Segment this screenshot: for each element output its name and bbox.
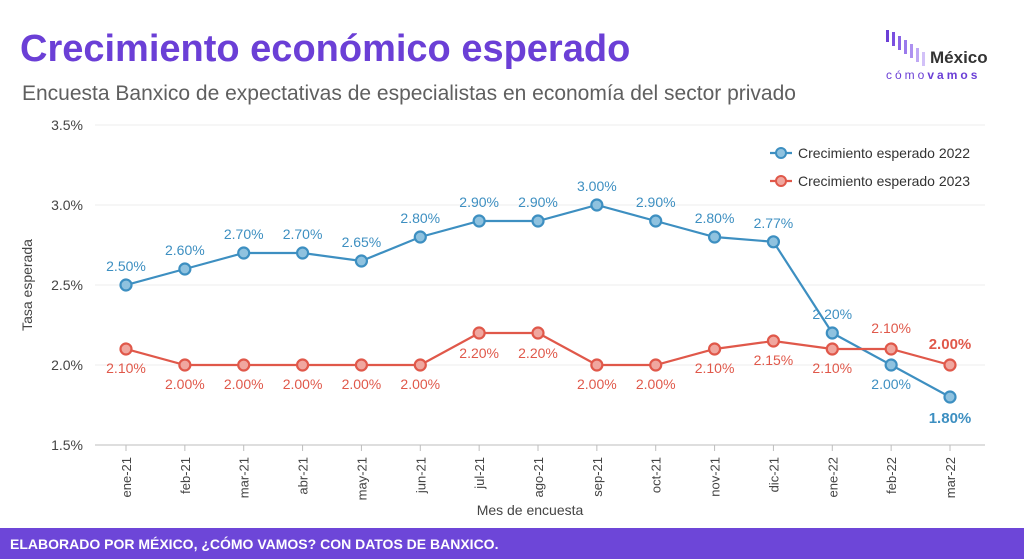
data-point [237,246,251,260]
data-point [531,326,545,340]
data-point [884,358,898,372]
data-point [707,230,722,244]
data-label-2022: 2.70% [283,226,323,242]
x-axis-title: Mes de encuesta [477,502,584,518]
x-tick-label: jul-21 [472,457,487,490]
data-label-2023: 2.00% [929,336,972,353]
data-point [825,326,839,340]
x-tick-label: ago-21 [531,457,546,497]
x-tick-label: dic-21 [766,457,781,492]
x-tick-label: ene-21 [119,457,134,497]
data-point [472,214,486,228]
data-label-2022: 2.80% [400,210,440,226]
data-point [119,342,133,356]
x-tick-label: oct-21 [649,457,664,493]
legend-entry: Crecimiento esperado 2023 [798,173,970,189]
data-label-2023: 2.10% [812,360,852,376]
data-point [590,358,604,372]
data-label-2022: 2.90% [518,194,558,210]
footer-credit: ELABORADO POR MÉXICO, ¿CÓMO VAMOS? CON D… [10,536,499,552]
page-subtitle: Encuesta Banxico de expectativas de espe… [22,82,796,105]
data-label-2023: 2.10% [695,360,735,376]
data-point [590,198,604,212]
data-point [295,246,310,260]
data-label-2023: 2.00% [400,376,440,392]
y-tick-label: 2.0% [51,357,83,373]
data-label-2022: 3.00% [577,178,617,194]
footer-bar: ELABORADO POR MÉXICO, ¿CÓMO VAMOS? CON D… [0,528,1024,559]
legend-marker [775,147,787,159]
page-title: Crecimiento económico esperado [20,28,631,70]
data-label-2022: 2.65% [342,234,382,250]
data-label-2022: 2.77% [754,215,794,231]
data-label-2023: 2.00% [283,376,323,392]
data-label-2023: 2.00% [224,376,264,392]
data-label-2023: 2.00% [577,376,617,392]
data-point [766,235,781,249]
data-label-2022: 2.00% [871,376,911,392]
data-point [649,358,663,372]
data-point [884,342,898,356]
mexico-como-vamos-logo: México cómovamos [884,26,1010,88]
x-tick-label: nov-21 [708,457,723,497]
data-point [295,358,310,372]
data-point [707,342,722,356]
data-label-2022: 2.70% [224,226,264,242]
y-tick-label: 3.5% [51,117,83,133]
data-label-2022: 2.50% [106,258,146,274]
logo-wordmark-mexico: México [930,48,988,67]
y-tick-label: 1.5% [51,437,83,453]
data-label-2023: 2.20% [518,345,558,361]
data-point [413,358,427,372]
data-point [472,326,486,340]
y-tick-label: 2.5% [51,277,83,293]
y-axis-title: Tasa esperada [19,239,35,331]
data-label-2022: 2.90% [459,194,499,210]
logo-wordmark-como-vamos: cómovamos [886,68,981,82]
x-tick-label: may-21 [354,457,369,500]
legend-entry: Crecimiento esperado 2022 [798,145,970,161]
data-label-2022: 2.90% [636,194,676,210]
data-point [119,278,133,292]
x-tick-label: feb-21 [178,457,193,494]
x-tick-label: sep-21 [590,457,605,497]
data-point [354,254,369,268]
data-point [943,390,957,404]
data-label-2022: 1.80% [929,410,972,427]
data-label-2023: 2.20% [459,345,499,361]
x-tick-label: abr-21 [296,457,311,495]
data-point [178,262,192,276]
y-tick-label: 3.0% [51,197,83,213]
data-point [649,214,663,228]
x-tick-label: mar-21 [237,457,252,498]
data-label-2022: 2.20% [812,306,852,322]
data-point [943,358,957,372]
data-label-2023: 2.15% [754,352,794,368]
data-label-2023: 2.00% [636,376,676,392]
data-point [237,358,251,372]
line-chart: 1.5% 2.0% 2.5% 3.0% 3.5% ene-21 feb-21 mar-21 ab… [19,117,985,518]
x-tick-label: jun-21 [413,457,428,494]
x-tick-label: ene-22 [825,457,840,497]
data-label-2023: 2.10% [106,360,146,376]
data-label-2023: 2.00% [342,376,382,392]
data-label-2023: 2.10% [871,320,911,336]
data-label-2023: 2.00% [165,376,205,392]
x-tick-label: feb-22 [884,457,899,494]
data-label-2022: 2.80% [695,210,735,226]
legend-marker [775,175,787,187]
data-point [413,230,427,244]
x-tick-label: mar-22 [943,457,958,498]
data-point [766,334,781,348]
data-point [825,342,839,356]
logo-bars-icon [886,30,925,66]
data-point [178,358,192,372]
data-point [354,358,369,372]
data-point [531,214,545,228]
data-label-2022: 2.60% [165,242,205,258]
